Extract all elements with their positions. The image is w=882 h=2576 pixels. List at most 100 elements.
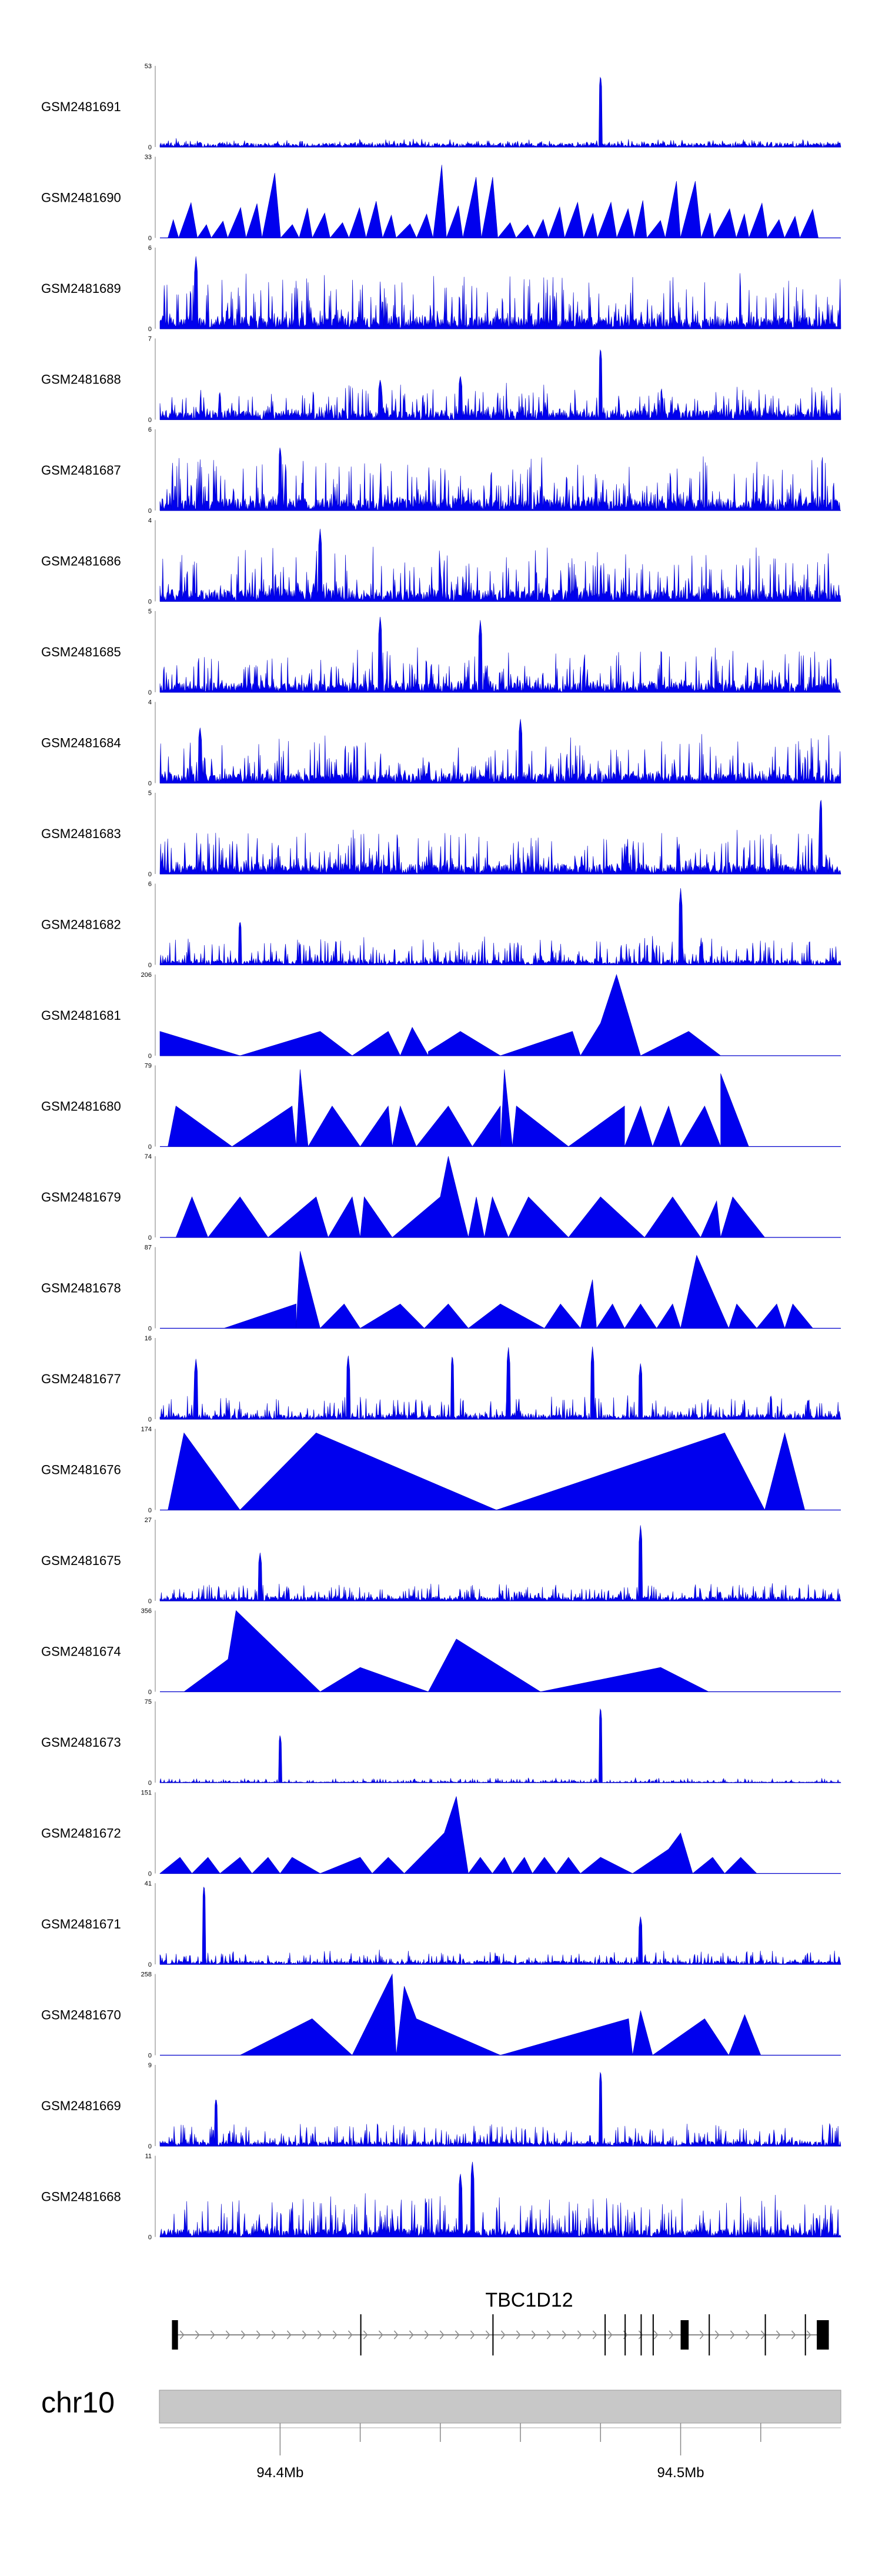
track-label: GSM2481671: [41, 1917, 121, 1931]
strand-arrow: [439, 2330, 445, 2340]
y-axis-max-label: 11: [145, 2153, 152, 2160]
signal-area: [159, 448, 841, 511]
y-axis-max-label: 6: [148, 245, 152, 252]
exon: [360, 2314, 362, 2355]
gene-track: TBC1D12: [172, 2289, 829, 2355]
y-axis-min-label: 0: [148, 1961, 152, 1968]
track-label: GSM2481674: [41, 1644, 121, 1659]
strand-arrow: [638, 2330, 643, 2340]
track-GSM2481683: GSM2481683 5 0: [41, 790, 841, 878]
strand-arrow: [225, 2330, 230, 2340]
strand-arrow: [424, 2330, 429, 2340]
track-GSM2481690: GSM2481690 33 0: [41, 154, 841, 242]
y-axis-max-label: 74: [145, 1153, 152, 1160]
strand-arrow: [256, 2330, 261, 2340]
strand-arrow: [179, 2330, 185, 2340]
gene-name-label: TBC1D12: [485, 2289, 573, 2311]
y-axis-max-label: 41: [145, 1880, 152, 1887]
chromosome-label: chr10: [41, 2386, 115, 2419]
track-GSM2481686: GSM2481686 4 0: [41, 518, 841, 606]
track-label: GSM2481682: [41, 917, 121, 932]
exon: [817, 2320, 829, 2350]
y-axis-max-label: 151: [141, 1790, 152, 1797]
y-axis-min-label: 0: [148, 1326, 152, 1333]
y-axis-max-label: 7: [148, 336, 152, 343]
y-axis-min-label: 0: [148, 780, 152, 788]
track-label: GSM2481672: [41, 1826, 121, 1841]
track-label: GSM2481675: [41, 1553, 121, 1568]
y-axis-min-label: 0: [148, 689, 152, 696]
signal-area: [183, 1610, 709, 1692]
y-axis-max-label: 5: [148, 790, 152, 797]
track-label: GSM2481673: [41, 1735, 121, 1750]
signal-tracks: GSM2481691530GSM2481690330GSM248168960GS…: [41, 63, 841, 2241]
y-axis-max-label: 356: [141, 1608, 152, 1615]
signal-area: [168, 1432, 806, 1511]
track-label: GSM2481689: [41, 281, 121, 296]
track-GSM2481675: GSM2481675 27 0: [41, 1517, 841, 1605]
strand-arrow: [516, 2330, 521, 2340]
strand-arrow: [653, 2330, 659, 2340]
y-axis-min-label: 0: [148, 326, 152, 333]
strand-arrow: [210, 2330, 215, 2340]
exon: [172, 2320, 178, 2350]
strand-arrow: [470, 2330, 475, 2340]
exon: [764, 2314, 766, 2355]
signal-area: [159, 973, 721, 1057]
track-label: GSM2481678: [41, 1281, 121, 1296]
y-axis-min-label: 0: [148, 962, 152, 969]
y-axis-max-label: 27: [145, 1517, 152, 1524]
strand-arrow: [240, 2330, 246, 2340]
strand-arrow: [760, 2330, 766, 2340]
exon: [804, 2314, 806, 2355]
track-GSM2481681: GSM2481681 206 0: [41, 972, 841, 1060]
track-GSM2481677: GSM2481677 16 0: [41, 1335, 841, 1423]
strand-arrow: [669, 2330, 674, 2340]
strand-arrow: [455, 2330, 460, 2340]
y-axis-min-label: 0: [148, 1689, 152, 1696]
strand-arrow: [577, 2330, 582, 2340]
track-label: GSM2481686: [41, 554, 121, 569]
track-GSM2481685: GSM2481685 5 0: [41, 608, 841, 696]
y-axis-max-label: 33: [145, 154, 152, 161]
y-axis-max-label: 9: [148, 2062, 152, 2069]
track-label: GSM2481668: [41, 2190, 121, 2204]
track-label: GSM2481669: [41, 2098, 121, 2113]
y-axis-min-label: 0: [148, 871, 152, 878]
exon: [492, 2314, 494, 2355]
y-axis-min-label: 0: [148, 1871, 152, 1878]
strand-arrow: [271, 2330, 276, 2340]
strand-arrow: [485, 2330, 490, 2340]
strand-arrow: [776, 2330, 781, 2340]
y-axis-min-label: 0: [148, 1144, 152, 1151]
track-GSM2481679: GSM2481679 74 0: [41, 1153, 841, 1242]
y-axis-max-label: 206: [141, 972, 152, 979]
y-axis-min-label: 0: [148, 1598, 152, 1605]
y-axis-min-label: 0: [148, 599, 152, 606]
track-GSM2481678: GSM2481678 87 0: [41, 1244, 841, 1333]
track-label: GSM2481688: [41, 372, 121, 387]
signal-area: [159, 349, 841, 421]
track-label: GSM2481681: [41, 1008, 121, 1023]
strand-arrow: [363, 2330, 368, 2340]
strand-arrow: [302, 2330, 307, 2340]
signal-area: [240, 1973, 761, 2056]
y-axis-max-label: 4: [148, 699, 152, 706]
track-GSM2481671: GSM2481671 41 0: [41, 1880, 841, 1968]
track-GSM2481689: GSM2481689 6 0: [41, 245, 841, 333]
exon: [640, 2314, 642, 2355]
track-GSM2481684: GSM2481684 4 0: [41, 699, 841, 788]
signal-area: [159, 76, 841, 148]
strand-arrow: [286, 2330, 292, 2340]
exon: [604, 2314, 606, 2355]
track-label: GSM2481687: [41, 463, 121, 478]
strand-arrow: [500, 2330, 506, 2340]
strand-arrow: [714, 2330, 720, 2340]
y-axis-min-label: 0: [148, 2143, 152, 2150]
track-label: GSM2481676: [41, 1463, 121, 1477]
strand-arrow: [348, 2330, 353, 2340]
signal-area: [159, 800, 841, 875]
y-axis-min-label: 0: [148, 235, 152, 242]
track-GSM2481676: GSM2481676 174 0: [41, 1426, 841, 1514]
